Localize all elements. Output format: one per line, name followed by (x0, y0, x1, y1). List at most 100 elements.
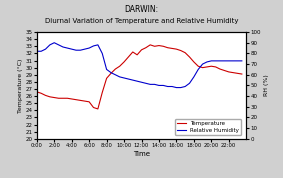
Relative Humidity (240, 60, 244, 62)
Relative Humidity (201, 63, 204, 65)
X-axis label: Time: Time (133, 151, 150, 157)
Relative Humidity (70, 48, 73, 50)
Relative Humidity (223, 60, 226, 62)
Temperature (61, 97, 65, 99)
Temperature (57, 97, 60, 99)
Temperature (92, 106, 95, 109)
Relative Humidity (92, 45, 95, 47)
Temperature (109, 72, 113, 74)
Relative Humidity (205, 61, 209, 63)
Temperature (175, 48, 178, 50)
Temperature (136, 54, 139, 56)
Relative Humidity (100, 52, 104, 54)
Relative Humidity (214, 60, 217, 62)
Temperature (183, 52, 187, 54)
Temperature (240, 73, 244, 75)
Relative Humidity (136, 80, 139, 82)
Temperature (157, 44, 161, 47)
Temperature (188, 56, 191, 58)
Relative Humidity (39, 50, 43, 52)
Temperature (223, 69, 226, 72)
Temperature (122, 61, 126, 63)
Relative Humidity (66, 47, 69, 49)
Relative Humidity (113, 74, 117, 76)
Temperature (118, 65, 121, 67)
Relative Humidity (61, 46, 65, 48)
Temperature (74, 99, 78, 101)
Temperature (140, 49, 143, 51)
Relative Humidity (48, 44, 52, 46)
Temperature (162, 45, 165, 47)
Text: Diurnal Variation of Temperature and Relative Humidity: Diurnal Variation of Temperature and Rel… (45, 18, 238, 24)
Relative Humidity (74, 49, 78, 51)
Temperature (214, 66, 217, 68)
Temperature (105, 77, 108, 79)
Temperature (149, 44, 152, 46)
Temperature (39, 92, 43, 94)
Relative Humidity (192, 76, 196, 78)
Temperature (196, 65, 200, 67)
Relative Humidity (183, 85, 187, 88)
Relative Humidity (53, 42, 56, 44)
Relative Humidity (44, 48, 47, 50)
Temperature (170, 47, 174, 49)
Temperature (100, 91, 104, 94)
Relative Humidity (188, 82, 191, 84)
Relative Humidity (57, 44, 60, 46)
Temperature (231, 72, 235, 74)
Temperature (192, 61, 196, 63)
Relative Humidity (210, 60, 213, 62)
Relative Humidity (162, 84, 165, 87)
Relative Humidity (144, 82, 147, 84)
Relative Humidity (196, 68, 200, 70)
Temperature (79, 99, 82, 101)
Legend: Temperature, Relative Humidity: Temperature, Relative Humidity (175, 119, 241, 135)
Relative Humidity (131, 79, 134, 81)
Relative Humidity (127, 78, 130, 80)
Relative Humidity (87, 47, 91, 49)
Relative Humidity (218, 60, 222, 62)
Temperature (48, 96, 52, 98)
Relative Humidity (118, 76, 121, 78)
Relative Humidity (227, 60, 230, 62)
Relative Humidity (149, 83, 152, 85)
Y-axis label: RH (%): RH (%) (264, 75, 269, 96)
Relative Humidity (153, 83, 156, 85)
Temperature (227, 71, 230, 73)
Relative Humidity (96, 44, 100, 46)
Temperature (236, 72, 239, 74)
Y-axis label: Temperature (°C): Temperature (°C) (18, 58, 23, 113)
Temperature (166, 47, 169, 49)
Relative Humidity (122, 77, 126, 79)
Temperature (201, 67, 204, 69)
Relative Humidity (179, 87, 183, 89)
Relative Humidity (109, 72, 113, 74)
Relative Humidity (157, 84, 161, 87)
Relative Humidity (231, 60, 235, 62)
Relative Humidity (35, 50, 38, 52)
Temperature (153, 45, 156, 47)
Relative Humidity (175, 87, 178, 89)
Temperature (131, 51, 134, 53)
Temperature (96, 108, 100, 110)
Relative Humidity (170, 85, 174, 88)
Temperature (44, 94, 47, 96)
Temperature (35, 91, 38, 93)
Line: Relative Humidity: Relative Humidity (37, 43, 242, 88)
Relative Humidity (140, 81, 143, 83)
Temperature (218, 68, 222, 70)
Temperature (179, 49, 183, 52)
Relative Humidity (105, 68, 108, 70)
Temperature (83, 100, 87, 102)
Line: Temperature: Temperature (37, 45, 242, 109)
Temperature (113, 68, 117, 70)
Relative Humidity (236, 60, 239, 62)
Temperature (205, 66, 209, 68)
Relative Humidity (83, 48, 87, 50)
Temperature (53, 96, 56, 99)
Temperature (66, 97, 69, 99)
Temperature (144, 47, 147, 49)
Temperature (70, 98, 73, 100)
Temperature (210, 65, 213, 67)
Relative Humidity (79, 49, 82, 51)
